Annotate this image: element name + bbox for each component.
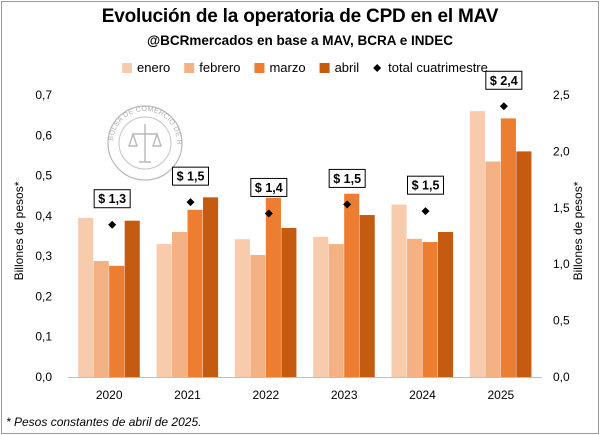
legend: enero febrero marzo abril total cuatrimestre <box>122 60 488 75</box>
total-label-box <box>328 168 366 188</box>
y-tick-left-label: 0,4 <box>35 209 52 223</box>
bar-marzo-2024 <box>422 242 438 377</box>
y-tick-left-label: 0,3 <box>35 249 52 263</box>
bar-abril-2023 <box>359 215 375 377</box>
bar-marzo-2021 <box>187 209 203 377</box>
y-tick-right-label: 2,0 <box>553 144 570 158</box>
y-axis-label-left: Billones de pesos* <box>12 181 26 280</box>
total-marker-2025 <box>499 102 508 111</box>
bar-abril-2020 <box>124 220 140 377</box>
total-label-box <box>93 189 131 209</box>
y-axis-left: 0,0 0,1 0,2 0,3 0,4 0,5 0,6 0,7 <box>35 88 52 384</box>
x-tick-label: 2023 <box>331 388 358 402</box>
legend-swatch-total <box>373 64 382 72</box>
y-tick-right-label: 2,5 <box>553 88 570 102</box>
legend-label-marzo: marzo <box>269 60 305 75</box>
y-tick-left-label: 0,6 <box>35 128 52 142</box>
total-marker-2022 <box>264 209 273 218</box>
y-axis-label-right: Billones de pesos* <box>571 181 585 280</box>
footnote: * Pesos constantes de abril de 2025. <box>6 415 202 429</box>
total-label-box <box>172 166 209 186</box>
x-axis: 2020 2021 2022 2023 2024 2025 <box>68 377 542 402</box>
total-label-2025: $ 2,4 <box>490 74 518 88</box>
bar-enero-2023 <box>313 236 329 377</box>
y-tick-left-label: 0,5 <box>35 169 52 183</box>
legend-label-total: total cuatrimestre <box>388 60 488 75</box>
legend-label-abril: abril <box>335 60 360 75</box>
total-label-2022: $ 1,4 <box>255 181 283 195</box>
total-marker-2024 <box>421 207 430 216</box>
legend-swatch-marzo <box>254 63 265 73</box>
bar-marzo-2023 <box>344 193 360 377</box>
bar-enero-2020 <box>78 217 94 377</box>
legend-swatch-febrero <box>184 63 195 73</box>
x-tick-label: 2025 <box>487 388 514 402</box>
total-label-2024: $ 1,5 <box>412 179 440 193</box>
total-marker-2020 <box>108 220 117 229</box>
x-tick-label: 2024 <box>409 388 436 402</box>
chart-subtitle: @BCRmercados en base a MAV, BCRA e INDEC <box>147 33 453 48</box>
total-label-2020: $ 1,3 <box>98 192 126 206</box>
x-tick-label: 2020 <box>96 388 123 402</box>
y-axis-right: 0,0 0,5 1,0 1,5 2,0 2,5 <box>553 88 570 384</box>
bar-marzo-2025 <box>500 118 516 377</box>
bar-enero-2025 <box>469 111 485 377</box>
y-tick-right-label: 0,5 <box>553 314 570 328</box>
total-label-2023: $ 1,5 <box>333 172 361 186</box>
legend-swatch-abril <box>319 63 330 73</box>
total-markers: $ 1,3 $ 1,5 $ 1,4 $ 1,5 $ 1,5 $ 2,4 <box>93 70 523 229</box>
chart-title: Evolución de la operatoria de CPD en el … <box>101 6 499 27</box>
y-tick-right-label: 1,0 <box>553 257 570 271</box>
legend-label-enero: enero <box>137 60 170 75</box>
bar-abril-2025 <box>516 151 532 377</box>
y-tick-left-label: 0,0 <box>35 370 52 384</box>
bar-febrero-2024 <box>407 238 423 377</box>
bar-febrero-2025 <box>485 161 501 377</box>
bar-marzo-2020 <box>109 265 125 377</box>
total-marker-2023 <box>343 200 352 209</box>
bar-abril-2024 <box>438 231 454 377</box>
total-label-box <box>485 70 523 90</box>
y-tick-right-label: 1,5 <box>553 201 570 215</box>
total-label-box <box>250 177 288 197</box>
y-tick-left-label: 0,1 <box>35 330 52 344</box>
y-tick-right-label: 0,0 <box>553 370 570 384</box>
bar-febrero-2022 <box>250 254 266 377</box>
legend-label-febrero: febrero <box>199 60 240 75</box>
y-tick-left-label: 0,2 <box>35 289 52 303</box>
total-label-2021: $ 1,5 <box>177 170 205 184</box>
legend-swatch-enero <box>122 63 132 73</box>
bar-febrero-2023 <box>328 244 344 377</box>
total-marker-2021 <box>186 198 195 207</box>
bar-enero-2021 <box>156 244 172 377</box>
bar-marzo-2022 <box>265 197 281 377</box>
total-label-box <box>407 175 444 195</box>
bar-enero-2022 <box>234 239 250 377</box>
x-tick-label: 2021 <box>174 388 201 402</box>
bar-febrero-2020 <box>93 260 109 377</box>
y-tick-left-label: 0,7 <box>35 88 52 102</box>
bar-abril-2021 <box>203 197 219 377</box>
bar-abril-2022 <box>281 227 297 377</box>
x-tick-label: 2022 <box>252 388 279 402</box>
bar-enero-2024 <box>391 204 407 377</box>
bar-series <box>78 111 532 377</box>
watermark-seal: BOLSA DE COMERCIO DE ROSARIO <box>0 0 183 181</box>
bar-febrero-2021 <box>172 231 188 377</box>
